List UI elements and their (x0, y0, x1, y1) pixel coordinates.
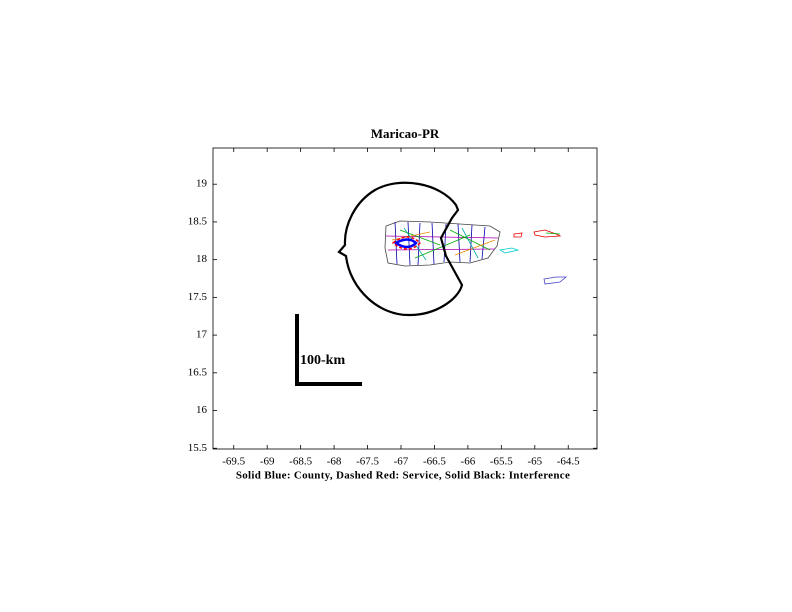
y-tick-label: 17.5 (188, 291, 208, 303)
x-tick-label: -69.5 (222, 456, 245, 468)
x-tick-label: -67.5 (356, 456, 379, 468)
service-contour (391, 236, 422, 250)
x-tick-label: -68 (327, 456, 342, 468)
x-tick-label: -65.5 (490, 456, 513, 468)
x-axis-label: Solid Blue: County, Dashed Red: Service,… (236, 470, 570, 482)
x-tick-label: -64.5 (557, 456, 580, 468)
scale-bar (295, 314, 362, 386)
y-tick-label: 19 (196, 178, 208, 190)
interference-contour (337, 181, 464, 317)
x-tick-label: -65 (527, 456, 542, 468)
y-tick-label: 18.5 (188, 215, 208, 227)
y-tick-label: 16.5 (188, 366, 208, 378)
x-tick-label: -66 (461, 456, 476, 468)
x-tick-label: -69 (260, 456, 275, 468)
scale-label: 100-km (300, 353, 345, 368)
y-tick-label: 16 (196, 404, 208, 416)
y-tick-label: 18 (196, 253, 208, 265)
x-tick-label: -68.5 (289, 456, 312, 468)
islands (384, 220, 568, 285)
x-tick-label: -67 (394, 456, 409, 468)
county (393, 238, 418, 249)
y-tick-label: 17 (196, 329, 208, 341)
chart-title: Maricao-PR (371, 126, 440, 141)
y-tick-label: 15.5 (188, 442, 208, 454)
plot-frame (212, 147, 598, 450)
x-tick-label: -66.5 (423, 456, 446, 468)
